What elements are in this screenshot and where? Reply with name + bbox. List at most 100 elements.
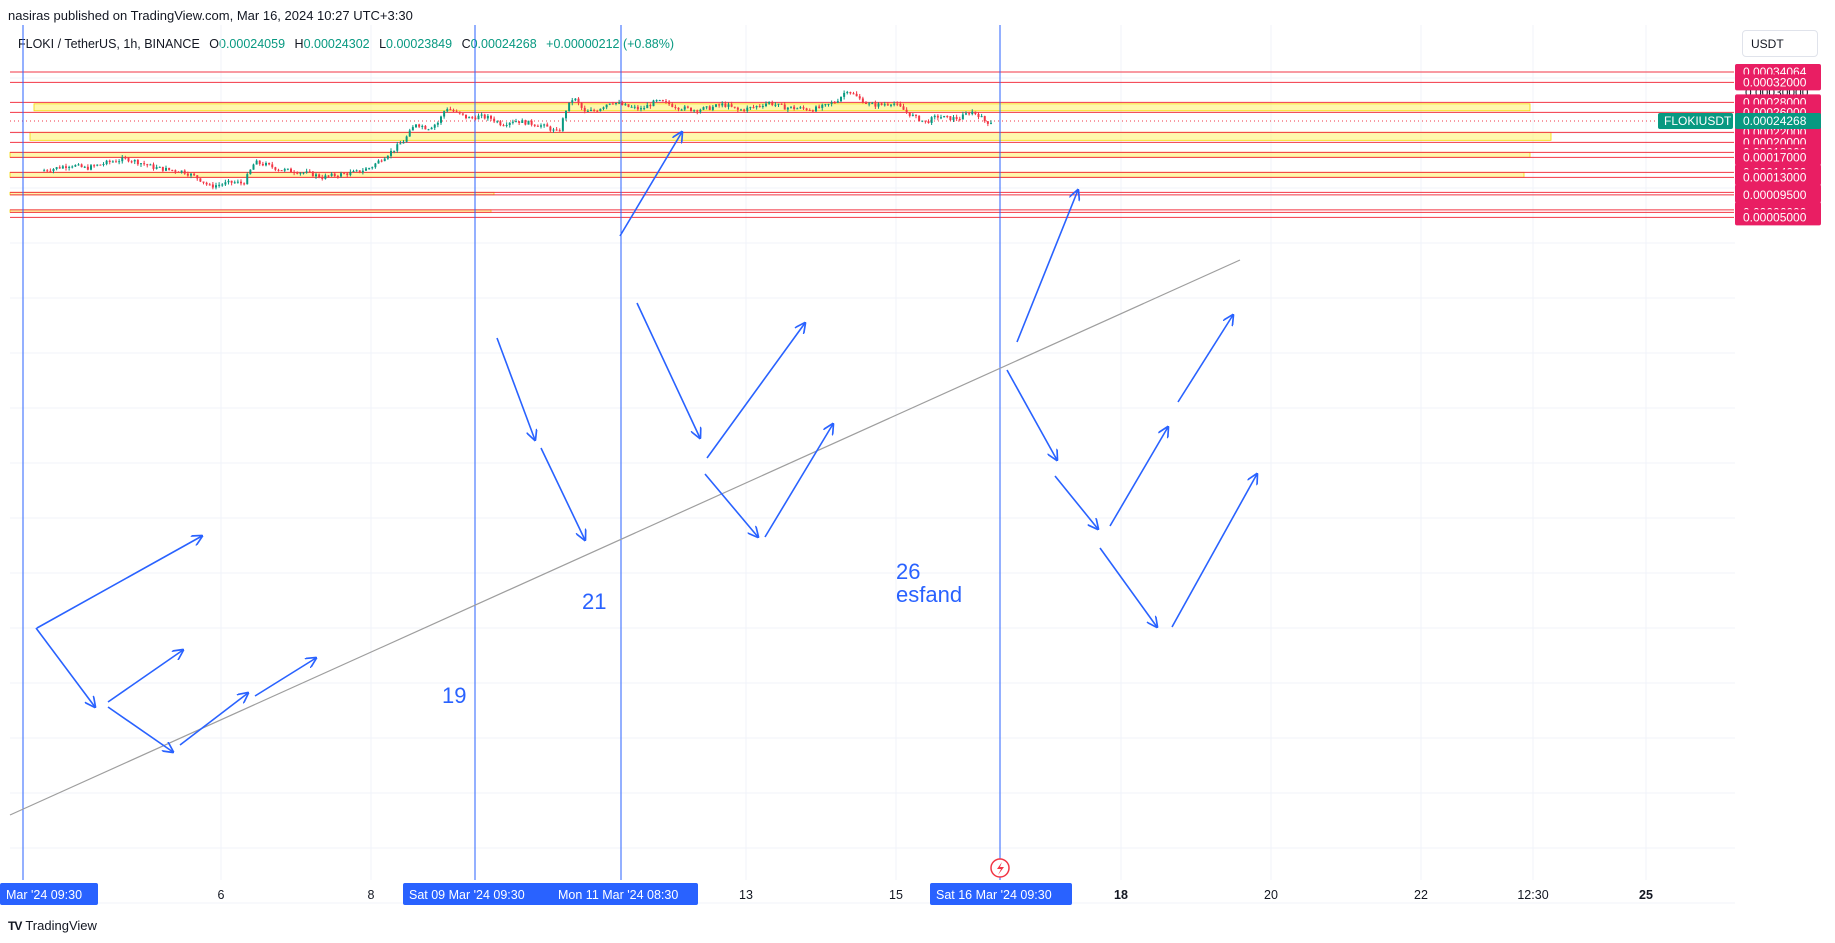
symbol-tag <box>1658 112 1733 129</box>
time-axis-label: 25 <box>1639 888 1653 902</box>
candle-body <box>193 173 196 176</box>
candle-body <box>430 127 433 130</box>
projection-arrow <box>1016 190 1078 343</box>
candle-body <box>249 169 252 175</box>
candle-body <box>296 172 299 174</box>
candle-body <box>240 181 242 184</box>
candle-body <box>136 160 139 165</box>
time-axis-label: 20 <box>1264 888 1278 902</box>
candle-body <box>96 164 99 166</box>
candle-body <box>836 101 839 103</box>
candle-body <box>771 101 774 106</box>
candle-body <box>208 184 211 186</box>
projection-arrow <box>706 323 805 459</box>
candle-body <box>449 109 452 111</box>
candle-body <box>502 125 505 127</box>
candle-body <box>515 121 517 123</box>
candle-body <box>171 169 174 171</box>
low-label: L <box>379 37 387 51</box>
candle-body <box>146 164 149 166</box>
publisher-line: nasiras published on TradingView.com, Ma… <box>8 8 413 23</box>
level-badge <box>1735 149 1821 166</box>
annotation-text: esfand <box>896 582 962 607</box>
candle-body <box>158 166 161 168</box>
candle-body <box>652 100 655 107</box>
level-badge-label: 0.00032000 <box>1743 75 1807 89</box>
candle-body <box>927 121 930 124</box>
candle-body <box>496 121 499 123</box>
close-value: 0.00024268 <box>470 37 537 51</box>
candle-body <box>840 96 842 102</box>
candle-body <box>893 103 896 105</box>
currency-selector[interactable]: USDT <box>1742 30 1818 57</box>
time-axis-label: 6 <box>218 888 225 902</box>
candle-body <box>849 92 852 94</box>
candle-body <box>346 173 349 176</box>
candle-body <box>65 166 67 168</box>
candle-body <box>305 171 308 173</box>
candle-body <box>624 104 627 106</box>
vertical-marker-badge <box>403 883 560 905</box>
candle-body <box>411 127 414 131</box>
candle-body <box>974 111 977 114</box>
candle-body <box>540 125 542 127</box>
candle-body <box>211 184 214 188</box>
candle-body <box>271 164 274 168</box>
candle-body <box>168 167 171 170</box>
candle-body <box>102 164 105 166</box>
level-badge-label: 0.00005000 <box>1743 210 1807 224</box>
candle-body <box>949 116 952 121</box>
candle-body <box>658 100 661 102</box>
candle-body <box>508 122 511 125</box>
projection-arrow <box>764 424 833 538</box>
candle-body <box>843 92 846 97</box>
candle-body <box>615 102 617 104</box>
projection-arrow <box>1171 474 1257 628</box>
candle-body <box>555 129 558 131</box>
candle-body <box>546 124 549 127</box>
candle-body <box>833 102 836 104</box>
close-label: C <box>461 37 471 51</box>
candle-body <box>846 92 849 94</box>
projection-arrows <box>35 132 1257 752</box>
candle-body <box>921 120 924 122</box>
candle-body <box>349 171 352 176</box>
candle-body <box>946 115 949 117</box>
candle-body <box>152 164 155 169</box>
candle-body <box>871 103 874 105</box>
last-price-badge <box>1735 112 1821 129</box>
candle-body <box>155 167 158 169</box>
candle-body <box>465 114 467 119</box>
candle-body <box>580 103 583 108</box>
candle-body <box>511 121 514 123</box>
candle-body <box>711 106 714 110</box>
annotation-text: 21 <box>582 589 606 614</box>
candle-body <box>730 104 733 107</box>
candle-body <box>386 155 389 159</box>
candle-body <box>790 106 792 108</box>
candle-body <box>121 157 124 162</box>
projection-arrow <box>496 337 535 440</box>
candle-body <box>477 115 480 120</box>
candle-body <box>655 100 658 102</box>
candle-body <box>861 98 864 103</box>
candle-body <box>886 104 889 106</box>
candle-body <box>352 171 355 173</box>
candle-body <box>965 113 967 115</box>
candle-body <box>471 117 474 119</box>
candle-body <box>80 164 83 168</box>
candle-body <box>380 160 383 162</box>
candle-body <box>218 184 221 186</box>
candle-body <box>108 160 111 163</box>
candle-body <box>205 182 208 185</box>
candle-body <box>865 102 867 104</box>
candle-body <box>543 124 546 126</box>
candle-body <box>330 173 333 176</box>
vertical-marker-badge <box>0 883 98 905</box>
candle-body <box>961 114 964 120</box>
candle-body <box>908 112 911 116</box>
candle-body <box>715 104 717 107</box>
projection-arrow <box>636 302 700 438</box>
